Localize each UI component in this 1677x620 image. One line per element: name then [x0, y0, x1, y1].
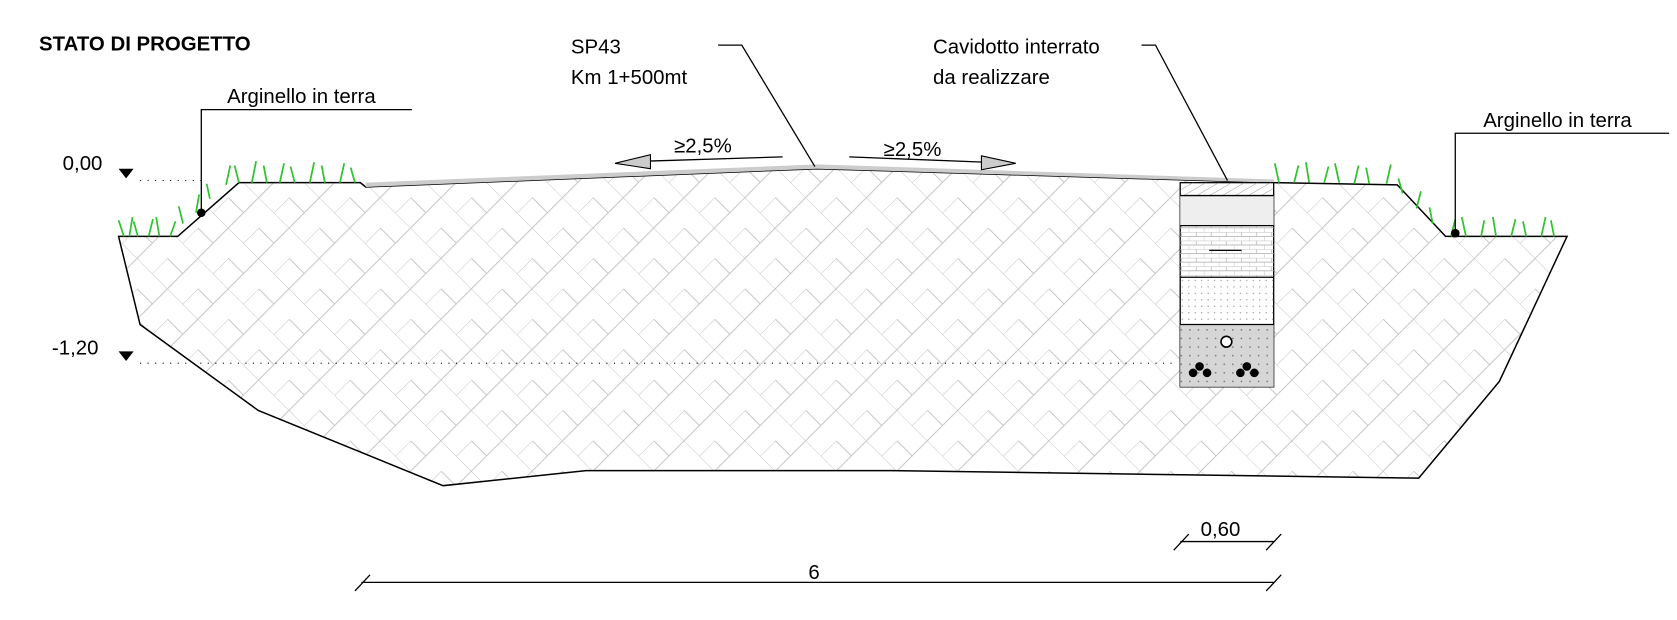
slope-arrow [645, 156, 783, 162]
leader [1454, 132, 1670, 234]
slope-arrow [849, 156, 987, 163]
level-label: 0,00 [63, 153, 103, 175]
leader [200, 108, 412, 213]
dimension-line [1173, 533, 1282, 551]
dimension-line [354, 574, 1282, 592]
grass [117, 161, 1555, 237]
leader [1141, 44, 1229, 181]
label: Arginello in terra [1483, 110, 1632, 132]
label: Cavidotto interrato [933, 37, 1100, 59]
dimension-label: 0,60 [1201, 519, 1241, 541]
slope-arrowhead [980, 155, 1016, 171]
slope-label: ≥2,5% [674, 136, 732, 158]
label: da realizzare [933, 67, 1050, 89]
label: Arginello in terra [227, 86, 376, 108]
title: STATO DI PROGETTO [39, 34, 251, 56]
road-surface [365, 164, 1274, 187]
leader [718, 44, 816, 167]
dimension-label: 6 [808, 562, 819, 584]
level-label: -1,20 [52, 338, 99, 360]
slope-arrowhead [614, 154, 651, 170]
slope-label: ≥2,5% [884, 139, 942, 161]
ground [117, 167, 1569, 487]
leader-dot [1450, 228, 1460, 238]
label: Km 1+500mt [571, 67, 688, 89]
leader-dot [197, 208, 206, 218]
label: SP43 [571, 37, 621, 59]
trench [1179, 182, 1275, 388]
level-line [140, 179, 1177, 364]
